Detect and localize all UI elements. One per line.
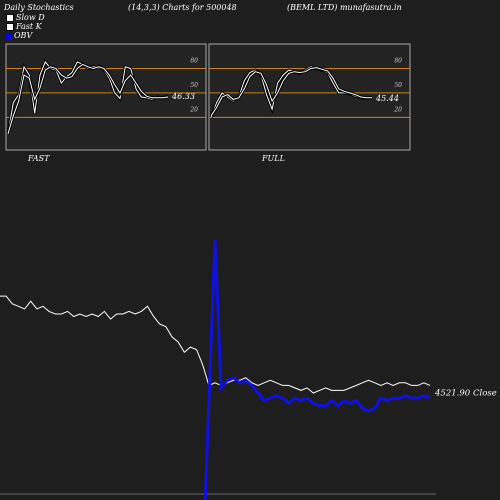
- legend-label-fast-k: Fast K: [16, 22, 42, 31]
- close-label: Close: [473, 388, 497, 398]
- legend-label-obv: OBV: [14, 31, 33, 40]
- chart-params: (14,3,3) Charts for 500048: [128, 3, 237, 12]
- series-line-obv: [203, 239, 431, 500]
- series-line-fast-fast-k: [7, 60, 169, 134]
- last-value-fast: 46.33: [171, 92, 195, 101]
- panel-name-fast: FAST: [27, 154, 50, 163]
- chart-title: Daily Stochastics: [4, 3, 74, 12]
- panel-name-full: FULL: [261, 154, 285, 163]
- legend-item-slow-d: Slow D: [6, 13, 45, 22]
- level-label-fast-80: 80: [190, 57, 198, 64]
- legend-item-obv: OBV: [6, 31, 45, 40]
- legend-swatch-fast-k: [6, 22, 14, 31]
- company-label: (BEML LTD) munafasutra.in: [287, 3, 402, 12]
- level-label-full-80: 80: [394, 57, 402, 64]
- level-label-full-50: 50: [394, 82, 402, 89]
- panel-fast: [5, 43, 207, 151]
- legend-item-fast-k: Fast K: [6, 22, 45, 31]
- level-label-fast-50: 50: [190, 82, 198, 89]
- legend-swatch-obv: [6, 32, 12, 39]
- level-label-fast-20: 20: [189, 106, 198, 113]
- legend: Slow D Fast K OBV: [6, 13, 45, 40]
- legend-label-slow-d: Slow D: [16, 13, 45, 22]
- last-price-value: 4521.90: [434, 388, 471, 398]
- panel-full: [208, 43, 411, 151]
- level-label-full-20: 20: [393, 106, 402, 113]
- last-value-full: 45.44: [375, 94, 399, 103]
- series-line-full-slow-d: [210, 67, 372, 117]
- series-line-price: [0, 295, 431, 394]
- series-line-fast-slow-d: [7, 63, 169, 134]
- legend-swatch-slow-d: [6, 13, 14, 22]
